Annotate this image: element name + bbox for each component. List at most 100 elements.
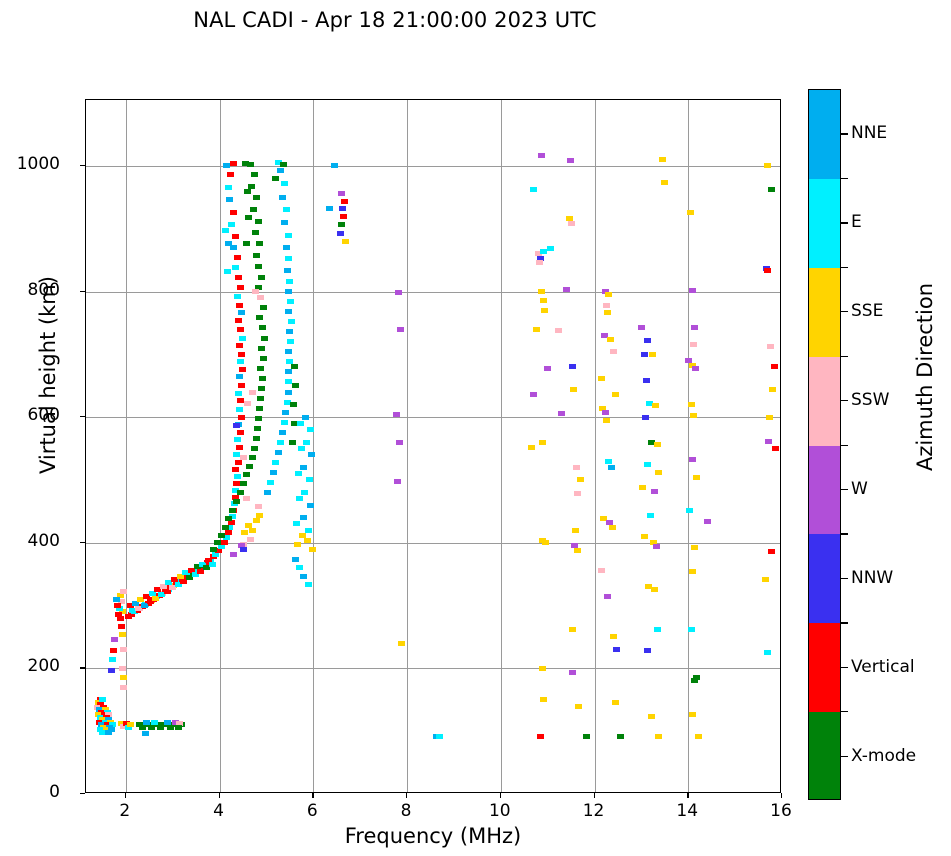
- echo-point: [572, 527, 580, 533]
- y-tick-label: 0: [49, 782, 60, 802]
- echo-point: [257, 295, 265, 301]
- echo-point: [296, 420, 304, 426]
- echo-point: [231, 501, 239, 507]
- echo-point: [643, 338, 651, 344]
- echo-point: [691, 678, 699, 684]
- echo-point: [137, 596, 145, 602]
- echo-point: [104, 712, 112, 718]
- x-tick: [499, 793, 502, 798]
- echo-point: [612, 647, 620, 653]
- echo-point: [651, 586, 659, 592]
- echo-point: [182, 570, 190, 576]
- echo-point: [109, 657, 117, 663]
- echo-point: [284, 369, 292, 375]
- echo-point: [103, 722, 111, 728]
- echo-point: [299, 515, 307, 521]
- echo-point: [283, 267, 291, 273]
- echo-point: [687, 402, 695, 408]
- echo-point: [249, 207, 257, 213]
- echo-point: [574, 491, 582, 497]
- echo-point: [224, 184, 232, 190]
- echo-point: [232, 265, 239, 271]
- echo-point: [163, 719, 171, 725]
- colorbar-segment-e: [809, 178, 840, 268]
- echo-point: [248, 527, 256, 533]
- echo-point: [688, 457, 696, 463]
- echo-point: [258, 345, 266, 351]
- echo-point: [254, 218, 262, 224]
- echo-point: [661, 179, 669, 185]
- echo-point: [129, 608, 137, 614]
- echo-point: [617, 733, 625, 739]
- echo-point: [245, 522, 253, 528]
- echo-point: [282, 207, 290, 213]
- echo-point: [187, 567, 195, 573]
- echo-point: [226, 197, 234, 203]
- echo-point: [684, 358, 692, 364]
- colorbar-segment-x-mode: [809, 712, 840, 799]
- echo-point: [136, 722, 144, 728]
- echo-point: [256, 405, 264, 411]
- echo-point: [603, 302, 611, 308]
- echo-point: [222, 535, 230, 541]
- echo-point: [152, 595, 160, 601]
- x-tick: [781, 793, 783, 798]
- echo-point: [221, 227, 229, 233]
- echo-point: [256, 512, 264, 518]
- echo-point: [242, 160, 250, 166]
- echo-point: [237, 542, 245, 548]
- echo-point: [229, 513, 237, 519]
- echo-point: [281, 409, 289, 415]
- echo-point: [232, 452, 240, 458]
- y-tick: [80, 290, 85, 292]
- echo-point: [98, 697, 106, 703]
- echo-point: [256, 315, 264, 321]
- echo-point: [689, 287, 697, 293]
- echo-point: [275, 449, 283, 455]
- echo-point: [654, 469, 662, 475]
- gridline-vertical: [125, 100, 127, 792]
- echo-point: [602, 289, 610, 295]
- colorbar-segment-vertical: [809, 623, 840, 713]
- echo-point: [236, 326, 244, 332]
- echo-point: [250, 172, 258, 178]
- echo-point: [248, 454, 256, 460]
- echo-point: [99, 724, 107, 730]
- echo-point: [204, 557, 212, 563]
- echo-point: [142, 731, 150, 737]
- gridline-vertical: [407, 100, 409, 792]
- echo-point: [127, 611, 135, 617]
- echo-point: [540, 697, 548, 703]
- echo-point: [280, 219, 288, 225]
- colorbar-tick: [841, 577, 848, 580]
- echo-point: [637, 325, 645, 331]
- echo-point: [600, 516, 608, 522]
- echo-point: [611, 392, 619, 398]
- echo-point: [304, 537, 312, 543]
- echo-point: [232, 495, 239, 501]
- echo-point: [141, 722, 149, 728]
- echo-point: [582, 733, 590, 739]
- echo-point: [171, 576, 179, 582]
- echo-point: [536, 256, 544, 262]
- colorbar-boundary-tick: [841, 266, 848, 269]
- echo-point: [157, 724, 165, 730]
- echo-point: [607, 464, 615, 470]
- echo-point: [141, 603, 149, 609]
- echo-point: [651, 488, 659, 494]
- colorbar-title: Azimuth Direction: [913, 282, 937, 472]
- echo-point: [650, 540, 658, 546]
- echo-point: [186, 575, 194, 581]
- echo-point: [240, 546, 248, 552]
- x-tick: [593, 793, 595, 798]
- gridline-horizontal: [86, 668, 780, 670]
- echo-point: [266, 479, 274, 485]
- echo-point: [659, 157, 667, 163]
- echo-point: [690, 341, 698, 347]
- echo-point: [252, 517, 260, 523]
- echo-point: [232, 233, 239, 239]
- colorbar-label-x-mode: X-mode: [851, 745, 917, 766]
- echo-point: [145, 722, 153, 728]
- echo-point: [283, 399, 291, 405]
- echo-point: [96, 719, 104, 725]
